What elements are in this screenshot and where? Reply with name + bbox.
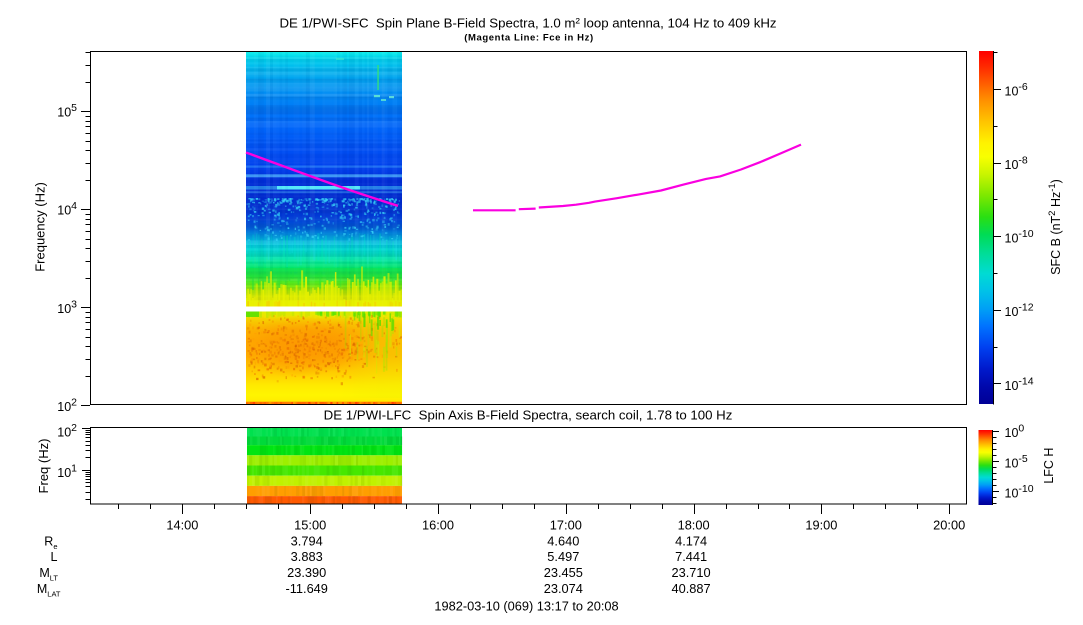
svg-text:23.390: 23.390 [287, 565, 326, 580]
svg-text:10-8: 10-8 [1005, 155, 1028, 173]
svg-text:103: 103 [57, 298, 77, 316]
svg-text:3.883: 3.883 [291, 549, 323, 564]
svg-text:Freq (Hz): Freq (Hz) [36, 439, 51, 494]
svg-text:104: 104 [57, 200, 77, 218]
svg-text:17:00: 17:00 [550, 517, 582, 532]
svg-text:105: 105 [57, 102, 77, 120]
svg-text:10-10: 10-10 [1005, 483, 1034, 501]
svg-text:10-5: 10-5 [1005, 453, 1028, 471]
svg-text:4.174: 4.174 [675, 534, 707, 549]
svg-text:L: L [51, 550, 58, 564]
svg-text:Frequency (Hz): Frequency (Hz) [33, 182, 48, 272]
svg-text:DE 1/PWI-LFC Spin Axis B-Fiel: DE 1/PWI-LFC Spin Axis B-Field Spectra, … [324, 408, 733, 423]
svg-text:3.794: 3.794 [291, 534, 323, 549]
svg-text:5.497: 5.497 [547, 549, 579, 564]
svg-text:MLT: MLT [39, 566, 58, 583]
svg-text:23.074: 23.074 [544, 581, 583, 596]
svg-text:10-10: 10-10 [1005, 228, 1034, 246]
svg-text:20:00: 20:00 [933, 517, 965, 532]
svg-text:(Magenta Line: Fce in Hz): (Magenta Line: Fce in Hz) [464, 33, 594, 44]
svg-text:18:00: 18:00 [678, 517, 710, 532]
svg-text:SFC B (nT2 Hz-1): SFC B (nT2 Hz-1) [1047, 179, 1063, 275]
svg-text:LFC H: LFC H [1042, 448, 1056, 484]
svg-text:MLAT: MLAT [37, 582, 61, 599]
svg-text:4.640: 4.640 [547, 534, 579, 549]
svg-text:19:00: 19:00 [805, 517, 837, 532]
svg-text:-11.649: -11.649 [285, 581, 327, 596]
svg-text:16:00: 16:00 [422, 517, 454, 532]
svg-text:DE 1/PWI-SFC Spin Plane B-Fie: DE 1/PWI-SFC Spin Plane B-Field Spectra,… [279, 16, 776, 31]
svg-text:7.441: 7.441 [675, 549, 707, 564]
svg-text:10-14: 10-14 [1005, 375, 1034, 393]
svg-text:100: 100 [1005, 423, 1025, 441]
svg-text:15:00: 15:00 [294, 517, 326, 532]
svg-text:102: 102 [57, 422, 77, 440]
svg-text:14:00: 14:00 [166, 517, 198, 532]
svg-text:Re: Re [44, 535, 57, 552]
svg-text:101: 101 [57, 463, 77, 481]
svg-text:1982-03-10 (069) 13:17 to 20:0: 1982-03-10 (069) 13:17 to 20:08 [434, 599, 618, 614]
svg-text:23.455: 23.455 [544, 565, 583, 580]
svg-text:23.710: 23.710 [672, 565, 711, 580]
svg-text:102: 102 [57, 397, 77, 415]
svg-text:10-6: 10-6 [1005, 81, 1028, 99]
svg-text:40.887: 40.887 [672, 581, 711, 596]
svg-text:10-12: 10-12 [1005, 302, 1034, 320]
